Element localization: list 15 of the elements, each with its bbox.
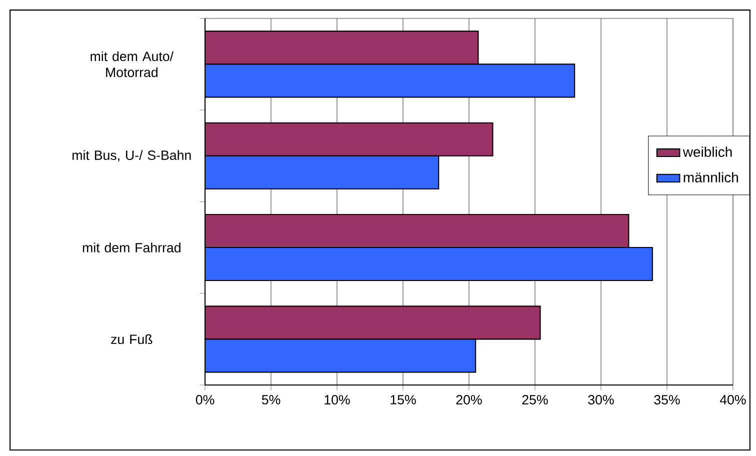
x-tick-label: 0% (196, 395, 214, 404)
x-tick-label: 10% (324, 395, 350, 404)
y-tick-label: mit Bus, U-/ S-Bahn (72, 150, 191, 162)
x-tick-label: 30% (588, 395, 614, 404)
x-tick-label: 35% (654, 395, 680, 404)
x-tick-label: 40% (720, 395, 746, 404)
x-tick-label: 15% (390, 395, 416, 404)
legend-label: männlich (684, 172, 738, 182)
y-tick-label: mit dem Auto/ Motorrad (90, 51, 174, 78)
y-tick-label: mit dem Fahrrad (82, 242, 180, 252)
y-tick-label: zu Fuß (111, 334, 152, 344)
legend-label: weiblich (682, 146, 732, 157)
x-tick-label: 5% (262, 395, 280, 404)
x-tick-label: 20% (456, 395, 482, 404)
x-tick-label: 25% (522, 395, 548, 404)
